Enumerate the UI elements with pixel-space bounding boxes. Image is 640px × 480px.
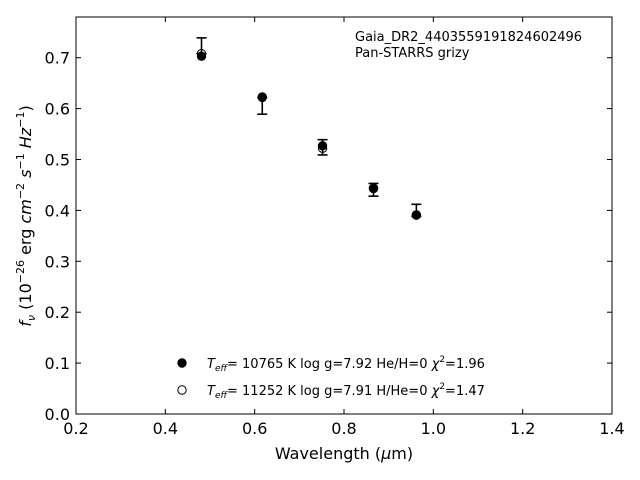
error-bars	[196, 37, 422, 218]
y-axis-ticks: 0.0 0.1 0.2 0.3 0.4 0.5 0.6 0.7	[45, 49, 612, 424]
legend-value: H/He=0	[376, 384, 427, 399]
plot-frame	[75, 16, 613, 415]
filled-point	[317, 141, 328, 151]
annotation-object-id: Gaia_DR2_4403559191824602496	[355, 30, 582, 45]
filled-point	[196, 51, 207, 61]
y-tick-label: 0.2	[45, 303, 70, 322]
open-point	[368, 183, 379, 194]
legend-value: 7.92	[343, 357, 372, 372]
open-point	[411, 210, 422, 220]
legend: Teff= 10765 K log g=7.92 He/H=0 χ2=1.96 T…	[177, 355, 485, 401]
legend-value: 1.96	[456, 357, 485, 372]
data-points	[196, 48, 422, 220]
legend-value: 7.91	[343, 384, 372, 399]
legend-value: 1.47	[456, 384, 485, 399]
x-tick-label: 0.2	[63, 419, 88, 438]
y-tick-label: 0.5	[45, 151, 70, 170]
x-tick-label: 1.2	[510, 419, 535, 438]
x-tick-label: 0.4	[153, 419, 178, 438]
y-tick-label: 0.6	[45, 100, 70, 119]
open-point	[196, 48, 207, 59]
annotation-photometry: Pan-STARRS grizy	[355, 46, 470, 61]
legend-marker-filled	[177, 358, 187, 368]
legend-value: 10765	[242, 357, 283, 372]
legend-value: 11252	[242, 384, 283, 399]
x-tick-label: 0.8	[331, 419, 356, 438]
x-tick-label: 1.4	[599, 419, 624, 438]
y-tick-label: 0.3	[45, 252, 70, 271]
x-tick-label: 0.6	[242, 419, 267, 438]
legend-entry: Teff= 11252 K log g=7.91 H/He=0 χ2=1.47	[207, 382, 485, 401]
legend-entry: Teff= 10765 K log g=7.92 He/H=0 χ2=1.96	[207, 355, 485, 374]
y-tick-label: 0.1	[45, 354, 70, 373]
y-tick-label: 0.7	[45, 49, 70, 68]
legend-marker-open	[177, 385, 187, 395]
y-tick-label: 0.4	[45, 201, 70, 220]
legend-value: He/H=0	[376, 357, 427, 372]
y-axis-label: fν (10−26 erg cm−2 s−1 Hz−1)	[14, 105, 38, 326]
y-tick-label: 0.0	[45, 405, 70, 424]
open-point	[257, 92, 267, 103]
x-axis-ticks: 0.2 0.4 0.6 0.8 1.0 1.2 1.4	[63, 17, 625, 438]
x-axis-label: Wavelength (μm)	[275, 444, 413, 463]
x-tick-label: 1.0	[421, 419, 446, 438]
open-point	[317, 143, 328, 154]
